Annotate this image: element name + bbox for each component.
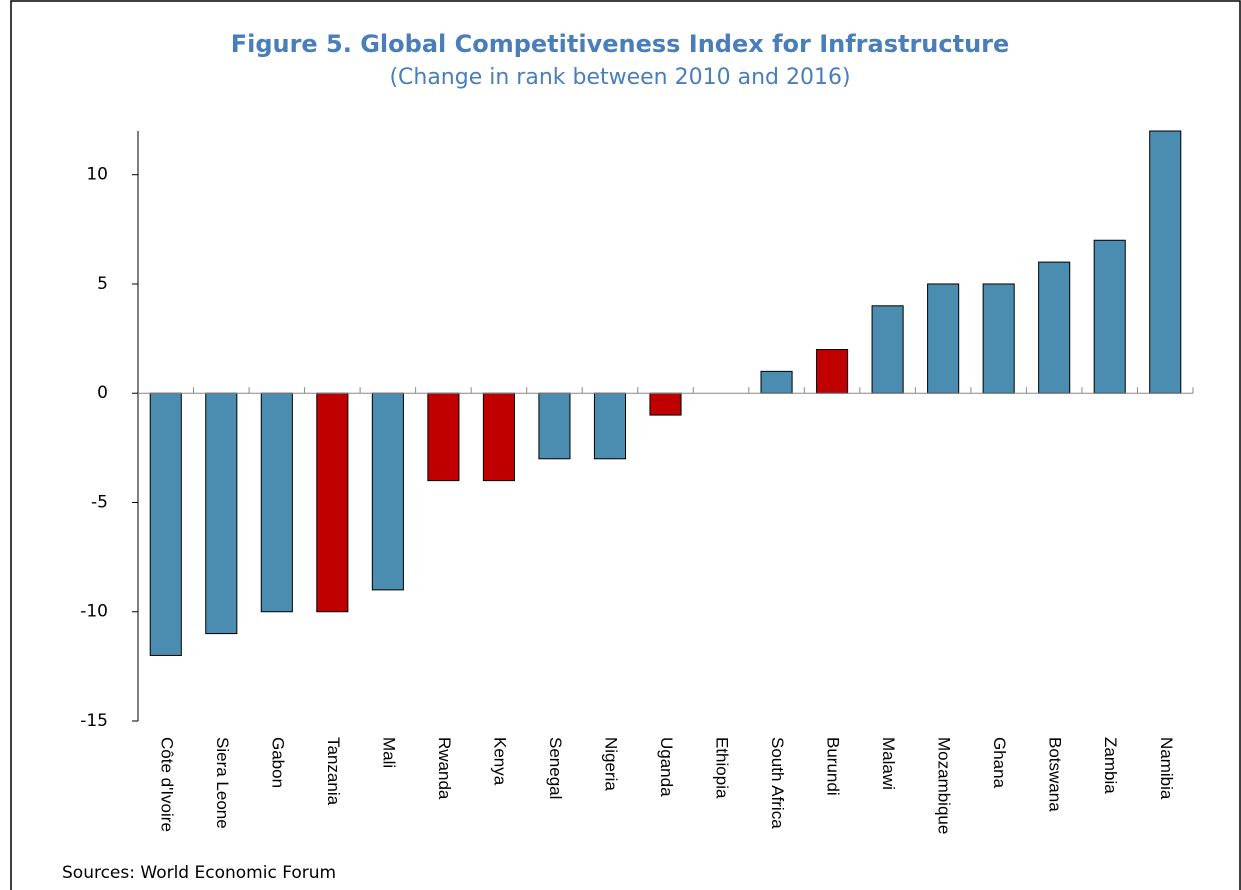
x-tick-label: Rwanda	[435, 737, 454, 800]
bar	[149, 392, 182, 656]
x-tick-label: Namibia	[1157, 737, 1176, 800]
x-tick-label: Mali	[379, 737, 398, 768]
bar	[760, 370, 793, 394]
y-tick-label: 0	[97, 383, 108, 403]
bar	[482, 392, 515, 482]
y-tick-label: -10	[80, 602, 108, 622]
x-tick-label: Malawi	[879, 737, 898, 790]
x-tick-label: Botswana	[1046, 737, 1065, 812]
x-tick-label: Tanzania	[324, 737, 343, 806]
x-tick-label: Gabon	[268, 737, 287, 788]
chart-title: Figure 5. Global Competitiveness Index f…	[231, 30, 1010, 58]
bar	[427, 392, 460, 482]
bar	[1093, 239, 1126, 394]
bar	[538, 392, 571, 460]
x-tick-label: Mozambique	[935, 737, 954, 834]
bar	[316, 392, 349, 613]
x-tick-label: Ghana	[990, 737, 1009, 789]
x-tick-label: Ethiopia	[713, 737, 732, 799]
y-tick-label: -5	[91, 492, 108, 512]
x-tick-label: Côte d'Ivoire	[157, 737, 176, 832]
y-tick-label: -15	[80, 711, 108, 731]
x-tick-label: South Africa	[768, 737, 787, 829]
x-tick-label: Senegal	[546, 737, 565, 799]
x-tick-label: Uganda	[657, 737, 676, 797]
bar	[871, 305, 904, 394]
bar	[1038, 261, 1071, 394]
bar	[593, 392, 627, 460]
source: Sources: World Economic Forum	[62, 863, 336, 883]
frame	[10, 0, 1241, 890]
bar	[816, 349, 849, 394]
bar	[260, 392, 293, 613]
bar	[982, 283, 1015, 394]
bar	[649, 392, 682, 416]
y-tick-label: 10	[86, 165, 108, 185]
x-tick-label: Kenya	[490, 737, 509, 786]
x-tick-label: Zambia	[1101, 737, 1120, 794]
x-tick-label: Burundi	[824, 737, 843, 796]
bar	[371, 392, 404, 591]
bar	[927, 283, 960, 394]
chart-subtitle: (Change in rank between 2010 and 2016)	[389, 65, 850, 90]
bar	[205, 392, 238, 635]
y-tick-label: 5	[97, 274, 108, 294]
x-tick-label: Siera Leone	[213, 737, 232, 829]
bar	[1149, 130, 1182, 394]
x-tick-label: Nigeria	[601, 737, 620, 791]
